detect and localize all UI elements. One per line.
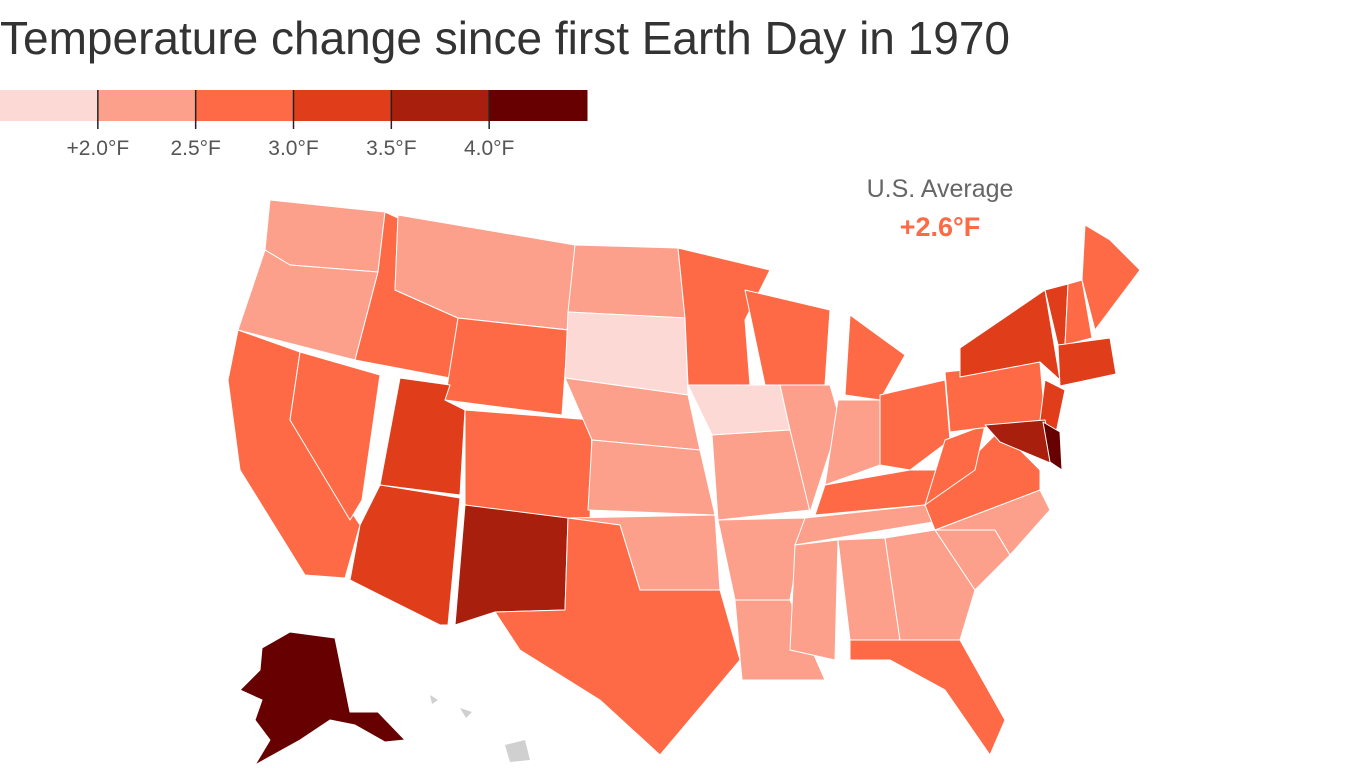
hawaii [505,740,530,762]
state [494,517,741,756]
legend-swatch [97,90,197,121]
legend-swatch [489,90,588,121]
legend-tick-label: 4.0°F [464,137,514,160]
us-map [227,199,1141,766]
state [1042,421,1063,471]
state [884,529,976,641]
state [1057,337,1117,387]
state [924,424,986,506]
legend-swatch [391,90,490,121]
state [924,429,1041,531]
legend-tick-label: +2.0°F [66,137,129,160]
legend-tick-label: 3.0°F [268,137,318,160]
state [1064,279,1093,346]
state [444,317,569,416]
annotation-value: +2.6°F [900,212,981,242]
state [734,599,826,681]
legend-swatch [0,90,99,121]
legend: +2.0°F 2.5°F 3.0°F 3.5°F 4.0°F [0,90,588,160]
legend-swatch [195,90,294,121]
state [779,384,841,513]
state [959,289,1061,381]
alaska [239,631,406,766]
state [687,384,791,436]
state [567,244,686,319]
legend-tick-label: 2.5°F [170,137,220,160]
hawaii [430,695,438,704]
state [879,379,951,471]
state [844,314,906,401]
state [587,439,716,516]
legend-tick-label: 3.5°F [366,137,416,160]
state [717,517,806,601]
state [454,504,569,626]
state [289,351,381,521]
legend-swatch [293,90,392,121]
state [744,289,831,386]
title: Temperature change since first Earth Day… [0,12,1010,64]
hawaii [460,708,472,718]
state [1081,224,1141,331]
state [349,484,461,626]
state [789,539,839,661]
state [849,639,1006,756]
annotation-label: U.S. Average [867,175,1014,203]
